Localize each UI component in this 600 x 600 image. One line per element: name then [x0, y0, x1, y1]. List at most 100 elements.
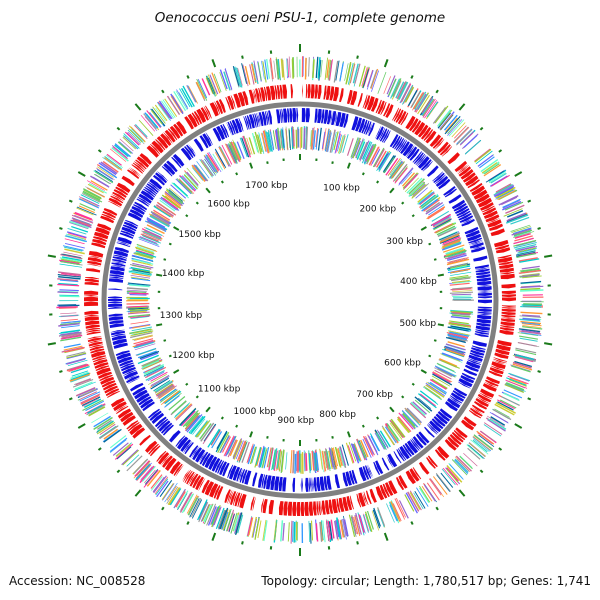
inner-cog-feature — [134, 343, 156, 351]
reverse-cds-feature — [110, 329, 125, 333]
outer-cog-feature — [86, 404, 106, 416]
inner-cog-feature — [372, 147, 385, 168]
outer-cog-feature — [78, 198, 100, 209]
inner-tick-mark — [205, 406, 211, 413]
outer-cog-feature — [66, 351, 86, 357]
inner-cog-feature — [294, 453, 297, 474]
inner-cog-feature — [391, 421, 405, 438]
inner-cog-feature — [326, 451, 331, 469]
reverse-cds-feature — [468, 354, 483, 362]
reverse-cds-feature — [435, 175, 449, 187]
reverse-cds-feature — [111, 261, 126, 265]
forward-cds-feature — [108, 197, 123, 207]
inner-cog-feature — [334, 131, 341, 154]
forward-strand-cds-ring — [84, 84, 516, 516]
forward-cds-feature — [395, 109, 404, 123]
outer-cog-feature — [510, 224, 531, 232]
inner-cog-feature — [435, 222, 457, 234]
inner-cog-feature — [450, 264, 468, 269]
outer-cog-feature — [95, 171, 113, 184]
outer-cog-feature — [519, 318, 541, 322]
forward-cds-feature — [471, 406, 484, 415]
outer-cog-feature — [415, 93, 426, 109]
reverse-cds-feature — [476, 318, 491, 324]
outer-cog-feature — [511, 365, 531, 373]
inner-cog-feature — [251, 132, 259, 153]
outer-cog-feature — [315, 523, 319, 542]
reverse-cds-feature — [146, 183, 159, 193]
inner-cog-feature — [150, 374, 170, 387]
outer-cog-feature — [61, 325, 80, 329]
inner-cog-feature — [267, 131, 273, 152]
outer-tick-mark — [458, 103, 466, 111]
inner-cog-feature — [256, 134, 263, 153]
inner-cog-feature — [216, 430, 228, 449]
inner-cog-feature — [401, 409, 419, 428]
outer-cog-feature — [70, 371, 89, 379]
inner-cog-feature — [440, 353, 461, 362]
forward-cds-feature — [239, 493, 247, 509]
outer-cog-feature — [198, 502, 209, 523]
inner-cog-feature — [449, 336, 468, 342]
outer-cog-feature — [235, 67, 243, 88]
outer-tick-mark — [77, 171, 86, 177]
forward-cds-feature — [120, 411, 134, 423]
outer-cog-feature — [249, 64, 255, 85]
forward-cds-feature — [427, 455, 438, 468]
forward-cds-feature — [477, 197, 493, 208]
reverse-cds-feature — [460, 374, 475, 384]
forward-cds-feature — [500, 321, 515, 326]
forward-cds-feature — [339, 88, 344, 103]
forward-cds-feature — [495, 244, 510, 250]
outer-cog-feature — [446, 467, 459, 482]
reverse-cds-feature — [474, 333, 489, 338]
forward-cds-feature — [182, 469, 190, 482]
inner-cog-feature — [337, 448, 343, 467]
inner-cog-feature — [312, 130, 316, 150]
reverse-cds-feature — [453, 202, 467, 212]
outer-cog-feature — [133, 458, 149, 474]
inner-cog-feature — [153, 380, 171, 392]
reverse-cds-feature — [426, 165, 439, 177]
reverse-cds-feature — [477, 311, 492, 314]
outer-cog-feature — [324, 57, 329, 80]
scale-label: 1400 kbp — [162, 269, 205, 279]
outer-cog-feature — [504, 383, 524, 392]
inner-cog-feature — [437, 227, 456, 238]
outer-cog-feature — [205, 77, 214, 94]
inner-cog-feature — [445, 336, 466, 344]
reverse-cds-feature — [469, 241, 483, 246]
reverse-cds-feature — [108, 298, 123, 302]
forward-cds-feature — [274, 85, 278, 100]
forward-cds-feature — [333, 86, 339, 102]
inner-cog-feature — [425, 384, 445, 398]
inner-cog-feature — [232, 438, 243, 459]
outer-cog-feature — [514, 235, 533, 242]
reverse-cds-feature — [232, 466, 241, 481]
inner-cog-feature — [224, 143, 235, 164]
forward-cds-feature — [499, 263, 514, 269]
forward-cds-feature — [215, 100, 223, 114]
forward-cds-feature — [134, 161, 146, 171]
outer-cog-feature — [506, 210, 524, 218]
outer-cog-feature — [104, 157, 123, 171]
forward-cds-feature — [186, 471, 195, 485]
inner-tick-mark — [168, 242, 172, 246]
scale-label: 800 kbp — [319, 410, 356, 420]
outer-cog-feature — [234, 512, 243, 535]
reverse-cds-feature — [470, 245, 485, 250]
inner-cog-feature — [404, 407, 419, 423]
outer-cog-feature — [330, 519, 335, 539]
inner-cog-feature — [423, 385, 441, 398]
inner-cog-feature — [215, 432, 228, 452]
inner-cog-feature — [356, 438, 366, 461]
outer-cog-feature — [437, 112, 451, 129]
forward-cds-feature — [439, 144, 451, 156]
inner-cog-feature — [406, 407, 422, 424]
outer-cog-feature — [494, 403, 515, 416]
outer-cog-feature — [82, 188, 102, 199]
outer-cog-feature — [82, 190, 101, 201]
inner-cog-feature — [331, 447, 338, 469]
forward-cds-feature — [87, 257, 103, 263]
outer-cog-feature — [136, 464, 152, 481]
